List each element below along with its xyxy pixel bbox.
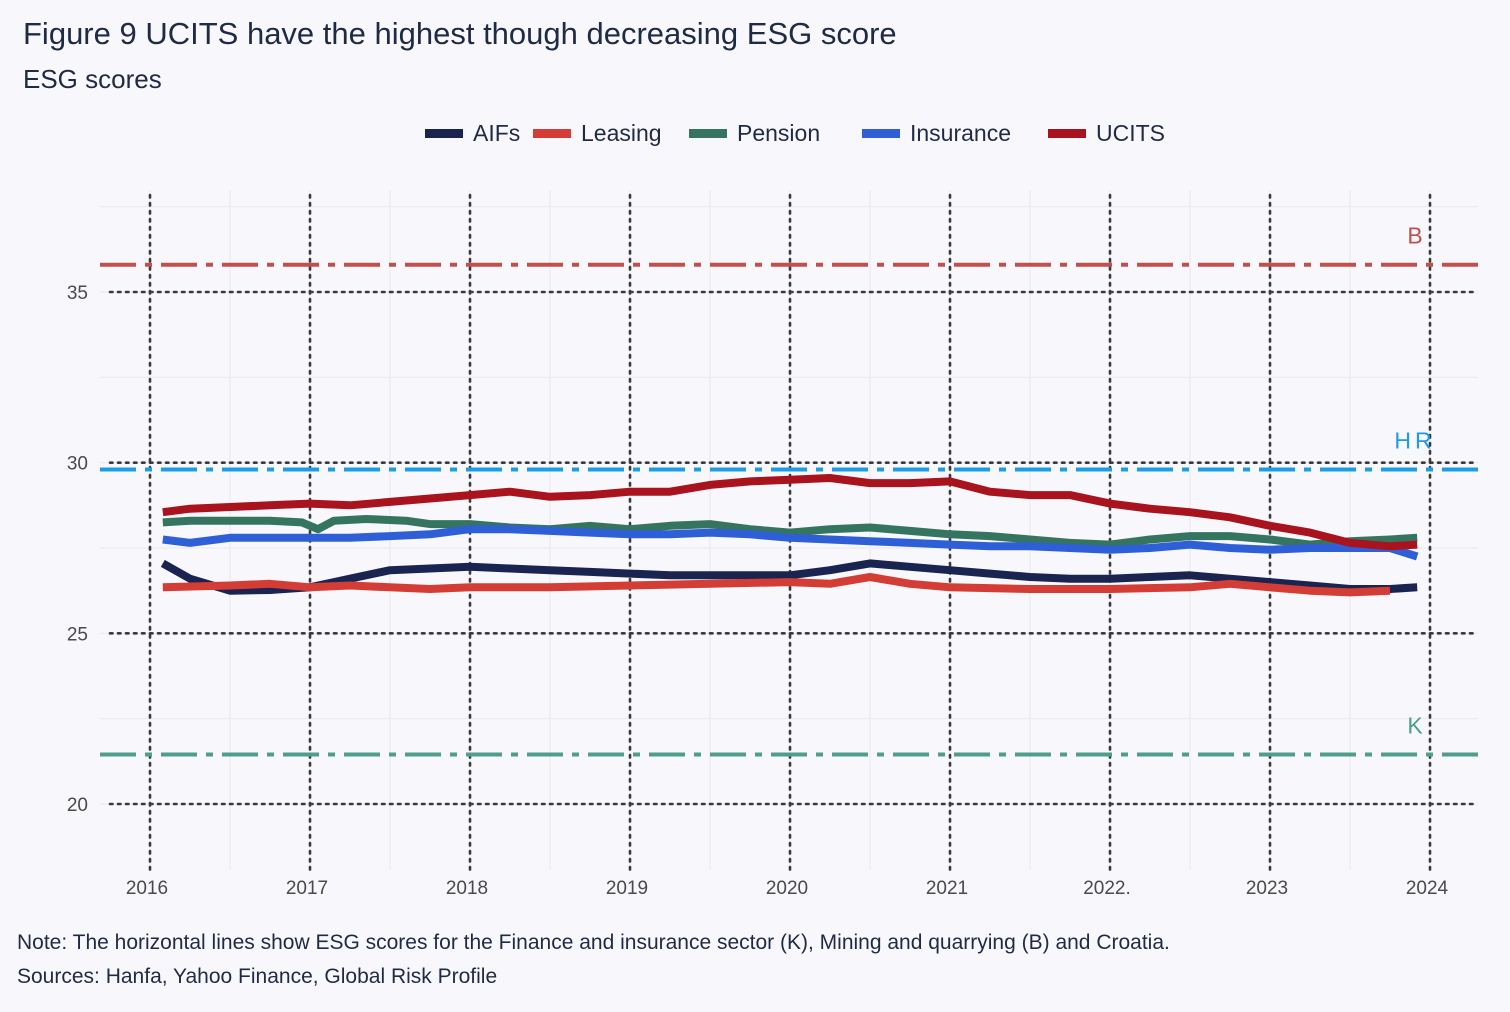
series-line-pension xyxy=(162,515,1418,549)
reference-label-k: K xyxy=(1407,713,1423,739)
x-tick-label: 2019 xyxy=(606,878,648,899)
chart-title: Figure 9 UCITS have the highest though d… xyxy=(23,16,897,51)
x-tick-label: 2017 xyxy=(286,878,328,899)
legend-swatch-ucits xyxy=(1048,129,1086,138)
legend-label-aifs: AIFs xyxy=(473,120,521,146)
legend-item-aifs: AIFs xyxy=(425,120,520,147)
legend-swatch-aifs xyxy=(425,129,463,138)
x-tick-label: 2024 xyxy=(1406,878,1449,899)
legend-item-leasing: Leasing xyxy=(533,120,662,147)
legend-label-ucits: UCITS xyxy=(1096,120,1165,146)
x-tick-label: 2021 xyxy=(926,878,968,899)
legend-item-ucits: UCITS xyxy=(1048,120,1165,147)
line-chart: B HR K 20 25 30 35 2016 2017 2018 2019 2020 2021 2022… xyxy=(67,190,1480,899)
legend-item-insurance: Insurance xyxy=(862,120,1011,147)
reference-label-b: B xyxy=(1407,223,1422,249)
legend-item-pension: Pension xyxy=(689,120,820,147)
series-line-aifs xyxy=(160,559,1418,595)
series-line-leasing xyxy=(162,573,1391,597)
sources: Sources: Hanfa, Yahoo Finance, Global Ri… xyxy=(17,965,498,988)
reference-label-hr: HR xyxy=(1394,427,1435,453)
chart-subtitle: ESG scores xyxy=(23,64,162,94)
footnote: Note: The horizontal lines show ESG scor… xyxy=(17,931,1170,954)
x-tick-label: 2018 xyxy=(446,878,488,899)
x-tick-label: 2022. xyxy=(1083,878,1131,899)
y-tick-label: 20 xyxy=(67,795,88,816)
legend-label-insurance: Insurance xyxy=(910,120,1012,146)
y-tick-label: 25 xyxy=(67,624,88,645)
legend-label-leasing: Leasing xyxy=(581,120,662,146)
x-tick-label: 2020 xyxy=(766,878,808,899)
legend-swatch-pension xyxy=(689,129,727,138)
x-tick-label: 2023 xyxy=(1246,878,1288,899)
legend: AIFs Leasing Pension Insurance UCITS xyxy=(0,120,1510,152)
y-tick-label: 35 xyxy=(67,283,88,304)
series-line-ucits xyxy=(162,474,1418,551)
x-tick-label: 2016 xyxy=(126,878,168,899)
legend-label-pension: Pension xyxy=(737,120,821,146)
legend-swatch-leasing xyxy=(533,129,571,138)
legend-swatch-insurance xyxy=(862,129,900,138)
series-line-insurance xyxy=(162,525,1419,561)
y-tick-label: 30 xyxy=(67,454,88,475)
